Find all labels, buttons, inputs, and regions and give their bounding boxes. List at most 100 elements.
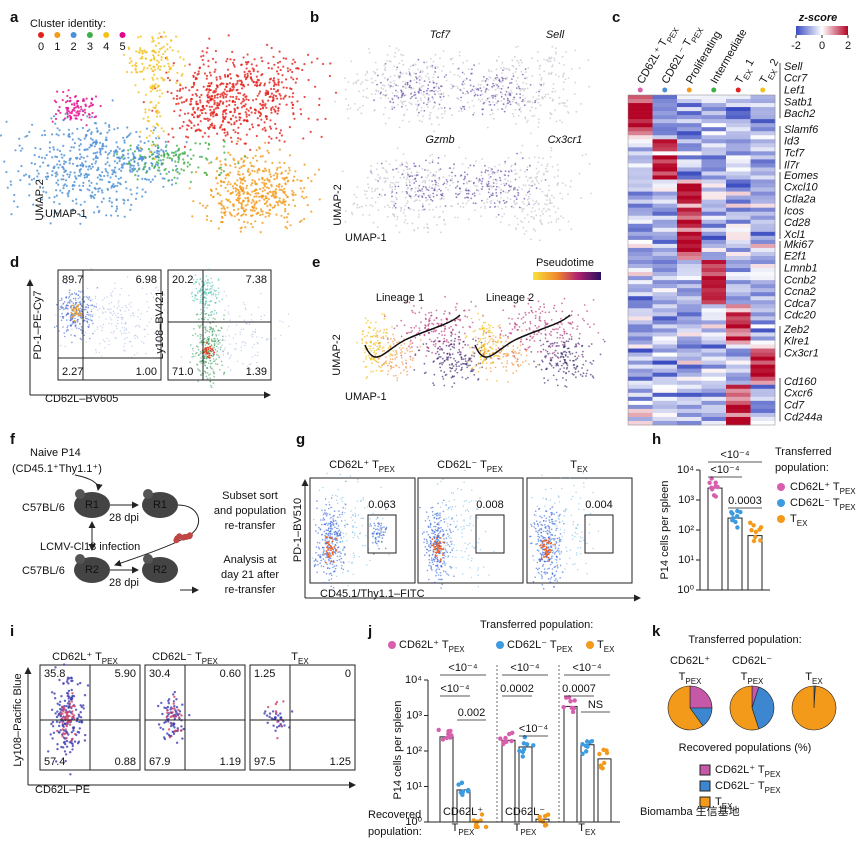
gene-label: Ctla2a bbox=[784, 194, 816, 206]
cell-dot bbox=[274, 192, 277, 195]
cell-dot bbox=[161, 77, 164, 80]
heatmap-cell bbox=[652, 348, 678, 353]
cell-dot bbox=[203, 72, 206, 75]
cell-dot bbox=[402, 80, 404, 83]
heatmap-cell bbox=[677, 231, 702, 237]
cell-dot bbox=[42, 161, 45, 164]
cell-dot bbox=[228, 99, 231, 102]
cell-dot bbox=[57, 295, 59, 297]
cell-dot bbox=[276, 61, 280, 64]
cell-dot bbox=[434, 53, 437, 56]
cell-dot bbox=[122, 53, 126, 56]
cell-dot bbox=[216, 104, 219, 107]
cell-dot bbox=[537, 101, 540, 104]
cell-dot bbox=[440, 107, 443, 109]
cell-dot bbox=[418, 165, 421, 167]
cell-dot bbox=[279, 97, 282, 100]
cell-dot bbox=[472, 202, 475, 205]
cell-dot bbox=[521, 157, 524, 160]
heatmap-cell bbox=[652, 171, 678, 176]
cell-dot bbox=[102, 307, 105, 310]
cell-dot bbox=[100, 355, 103, 357]
cell-dot bbox=[541, 210, 543, 213]
cell-dot bbox=[106, 174, 109, 177]
cell-dot bbox=[275, 184, 278, 188]
cell-dot bbox=[401, 59, 403, 62]
cell-dot bbox=[377, 174, 379, 176]
cell-dot bbox=[93, 211, 96, 214]
cell-dot bbox=[109, 311, 111, 313]
cell-dot bbox=[292, 58, 295, 61]
cell-dot bbox=[434, 183, 437, 186]
cell-dot bbox=[467, 166, 470, 169]
cell-dot bbox=[506, 99, 509, 102]
heatmap-cell bbox=[750, 332, 776, 337]
cell-dot bbox=[117, 177, 120, 180]
cell-dot bbox=[154, 68, 157, 71]
cell-dot bbox=[113, 152, 116, 155]
cell-dot bbox=[19, 179, 22, 182]
cell-dot bbox=[413, 79, 416, 81]
cell-dot bbox=[237, 98, 240, 101]
cell-dot bbox=[227, 180, 230, 183]
cell-dot bbox=[167, 133, 170, 136]
cell-dot bbox=[423, 226, 425, 229]
cell-dot bbox=[365, 204, 367, 207]
heatmap-cell bbox=[677, 392, 702, 398]
heatmap-cell bbox=[726, 260, 751, 265]
cell-dot bbox=[212, 91, 215, 94]
cell-dot bbox=[115, 141, 118, 144]
cell-dot bbox=[278, 132, 281, 135]
cell-dot bbox=[228, 211, 231, 214]
cell-dot bbox=[514, 109, 517, 111]
cell-dot bbox=[76, 110, 79, 113]
cell-dot bbox=[553, 176, 556, 179]
cell-dot bbox=[434, 66, 437, 68]
cell-dot bbox=[445, 79, 448, 82]
cell-dot bbox=[291, 70, 294, 74]
cell-dot bbox=[91, 138, 94, 141]
cell-dot bbox=[220, 82, 223, 85]
cell-dot bbox=[151, 164, 154, 167]
cell-dot bbox=[219, 184, 223, 187]
cell-dot bbox=[92, 332, 94, 335]
cell-dot bbox=[473, 181, 475, 184]
cell-dot bbox=[79, 153, 82, 156]
cell-dot bbox=[220, 168, 223, 171]
cell-dot bbox=[151, 131, 154, 134]
cell-dot bbox=[59, 316, 61, 318]
cell-dot bbox=[205, 218, 209, 221]
cell-dot bbox=[426, 89, 428, 92]
heatmap-cell bbox=[701, 123, 727, 128]
heatmap-cell bbox=[701, 247, 727, 253]
heatmap-cell bbox=[628, 408, 653, 414]
cell-dot bbox=[481, 113, 484, 116]
cell-dot bbox=[200, 374, 203, 376]
cell-dot bbox=[80, 189, 83, 192]
cell-dot bbox=[510, 89, 512, 92]
cell-dot bbox=[77, 297, 80, 300]
cell-dot bbox=[263, 104, 267, 107]
heatmap-cell bbox=[677, 408, 702, 414]
cell-dot bbox=[565, 105, 568, 108]
cell-dot bbox=[398, 62, 401, 65]
heatmap-cell bbox=[750, 296, 776, 301]
cell-dot bbox=[92, 152, 95, 155]
cell-dot bbox=[90, 314, 92, 316]
heatmap-cell bbox=[652, 175, 678, 180]
legend-dot bbox=[54, 32, 61, 38]
cell-dot bbox=[563, 64, 565, 66]
heatmap-cell bbox=[652, 272, 678, 277]
cell-dot bbox=[286, 67, 289, 70]
heatmap-cell bbox=[726, 123, 751, 128]
cell-dot bbox=[151, 157, 154, 160]
column-dot bbox=[662, 87, 668, 93]
cell-dot bbox=[213, 94, 217, 97]
cell-dot bbox=[551, 165, 554, 168]
cell-dot bbox=[197, 335, 199, 337]
cell-dot bbox=[431, 187, 433, 190]
cell-dot bbox=[139, 318, 141, 321]
cell-dot bbox=[370, 77, 373, 80]
cell-dot bbox=[428, 114, 431, 117]
cell-dot bbox=[408, 101, 411, 104]
